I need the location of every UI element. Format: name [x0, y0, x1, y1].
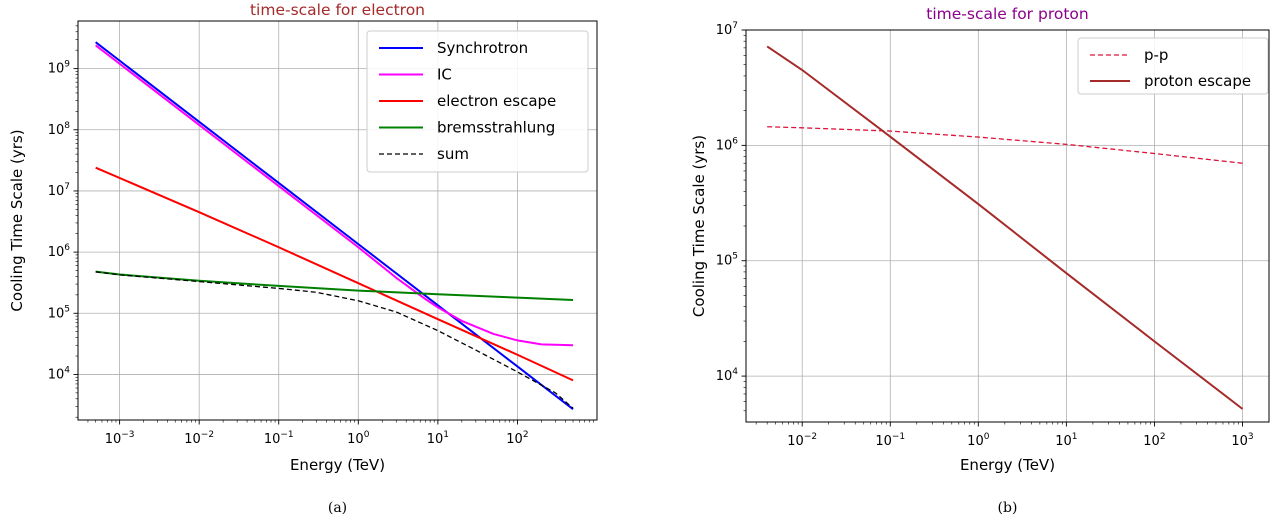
- x-tick-label: 10−3: [105, 430, 135, 447]
- legend-label: sum: [437, 145, 469, 163]
- figure-caption: (b): [998, 500, 1018, 516]
- plot-frame: [77, 20, 598, 421]
- y-tick-label: 109: [48, 60, 71, 77]
- y-tick-label: 106: [716, 136, 739, 153]
- legend-label: electron escape: [437, 92, 556, 110]
- y-axis-label: Cooling Time Scale (yrs): [8, 129, 26, 311]
- y-tick-label: 105: [716, 252, 738, 269]
- x-tick-label: 102: [1143, 432, 1165, 449]
- series-group: [95, 41, 574, 411]
- y-tick-label: 107: [716, 21, 738, 38]
- x-tick-label: 10−2: [787, 432, 817, 449]
- chart-title: time-scale for proton: [926, 5, 1088, 23]
- x-tick-label: 100: [967, 432, 990, 449]
- y-tick-label: 104: [716, 367, 739, 384]
- x-tick-label: 10−1: [264, 430, 294, 447]
- series-line-ic: [95, 44, 574, 347]
- legend-label: proton escape: [1144, 72, 1251, 90]
- x-axis-label: Energy (TeV): [960, 456, 1055, 474]
- series-line-p-p: [767, 126, 1243, 164]
- legend-label: p-p: [1144, 46, 1168, 64]
- y-tick-label: 105: [48, 304, 70, 321]
- legend: Synchrotron IC electron escape bremsstrahlu…: [366, 30, 589, 173]
- legend: p-p proton escape: [1077, 37, 1269, 95]
- legend-label: IC: [437, 66, 452, 84]
- y-tick-label: 106: [48, 243, 71, 260]
- legend-label: bremsstrahlung: [437, 119, 555, 137]
- series-line-synchrotron: [95, 41, 574, 411]
- x-axis-label: Energy (TeV): [290, 456, 385, 474]
- x-tick-label: 103: [1231, 432, 1253, 449]
- x-tick-label: 102: [506, 430, 528, 447]
- plot-frame: [745, 29, 1270, 423]
- chart-panel-1: 10−3 10−2 10−1 100 101 102 104 105 106 107 108 109 t…: [8, 1, 598, 516]
- x-tick-label: 101: [427, 430, 449, 447]
- series-line-sum: [95, 271, 574, 409]
- y-tick-label: 107: [48, 182, 70, 199]
- x-tick-label: 100: [347, 430, 370, 447]
- y-tick-label: 104: [48, 365, 71, 382]
- chart-panel-2: 10−2 10−1 100 101 102 103 104 105 106 107 time-sca…: [690, 5, 1270, 516]
- series-line-bremsstrahlung: [95, 270, 574, 301]
- series-line-electron-escape: [95, 166, 574, 382]
- figure-caption: (a): [328, 500, 347, 516]
- x-tick-label: 101: [1055, 432, 1077, 449]
- series-line-proton-escape: [766, 45, 1244, 410]
- y-tick-label: 108: [48, 121, 71, 138]
- x-tick-label: 10−1: [875, 432, 905, 449]
- series-group: [766, 45, 1244, 410]
- x-tick-label: 10−2: [184, 430, 214, 447]
- chart-title: time-scale for electron: [250, 1, 425, 19]
- y-axis-label: Cooling Time Scale (yrs): [690, 135, 708, 317]
- legend-box: [366, 30, 589, 173]
- legend-label: Synchrotron: [437, 39, 528, 57]
